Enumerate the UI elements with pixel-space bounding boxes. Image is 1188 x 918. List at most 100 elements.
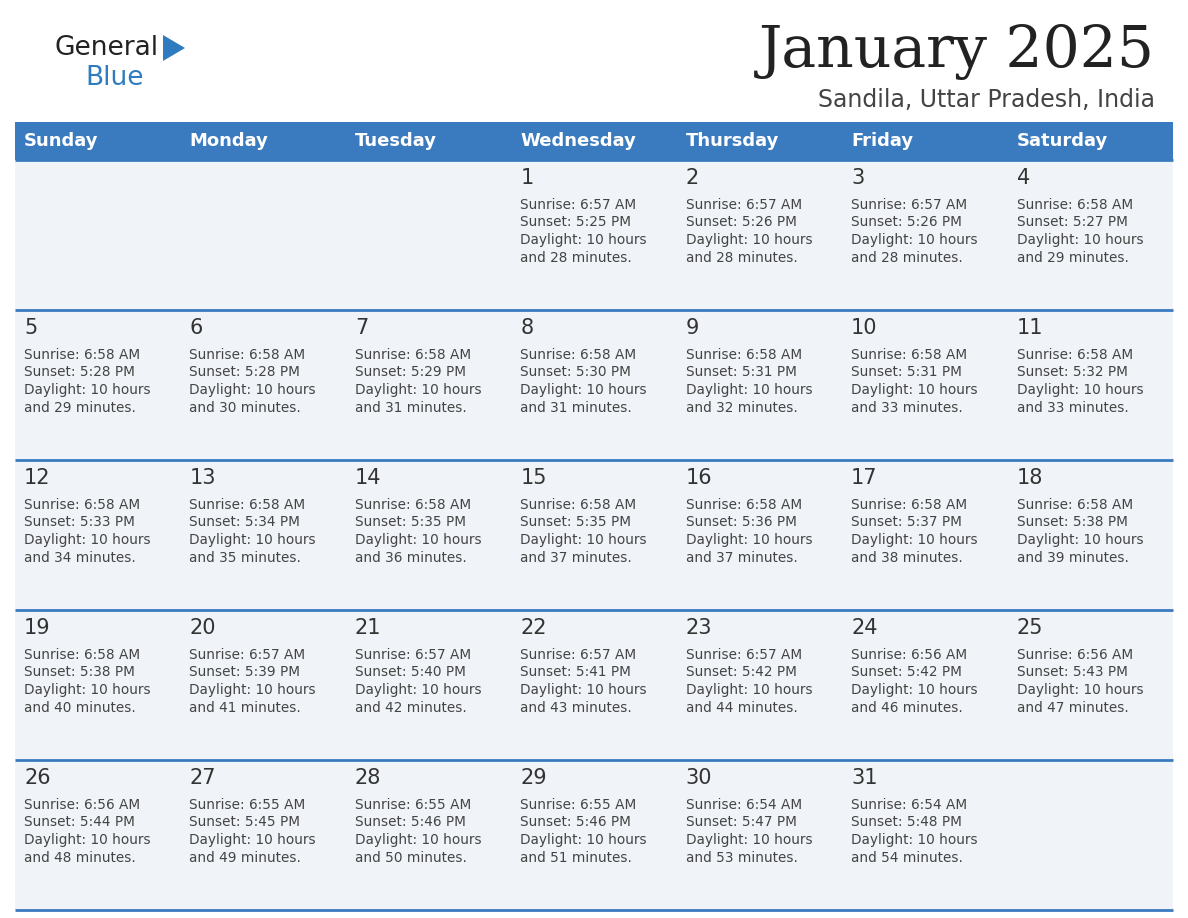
Text: Sunset: 5:34 PM: Sunset: 5:34 PM: [189, 516, 301, 530]
Text: Sunset: 5:44 PM: Sunset: 5:44 PM: [24, 815, 135, 830]
Text: 22: 22: [520, 618, 546, 638]
Text: 11: 11: [1017, 318, 1043, 338]
Text: Sunday: Sunday: [24, 132, 99, 150]
Text: Sunrise: 6:58 AM: Sunrise: 6:58 AM: [24, 648, 140, 662]
Text: Sunset: 5:35 PM: Sunset: 5:35 PM: [520, 516, 631, 530]
Text: and 46 minutes.: and 46 minutes.: [851, 700, 963, 714]
Text: 12: 12: [24, 468, 51, 488]
Text: 14: 14: [355, 468, 381, 488]
Text: 3: 3: [851, 168, 865, 188]
Bar: [677, 122, 842, 160]
Text: Sunrise: 6:57 AM: Sunrise: 6:57 AM: [520, 648, 637, 662]
Text: and 49 minutes.: and 49 minutes.: [189, 850, 302, 865]
Text: Sunrise: 6:57 AM: Sunrise: 6:57 AM: [189, 648, 305, 662]
Text: and 38 minutes.: and 38 minutes.: [851, 551, 963, 565]
Text: Daylight: 10 hours: Daylight: 10 hours: [520, 383, 647, 397]
Text: Sunrise: 6:58 AM: Sunrise: 6:58 AM: [851, 498, 967, 512]
Text: Daylight: 10 hours: Daylight: 10 hours: [520, 833, 647, 847]
Text: and 33 minutes.: and 33 minutes.: [851, 400, 963, 415]
Bar: [181, 122, 346, 160]
Text: Sunrise: 6:57 AM: Sunrise: 6:57 AM: [685, 198, 802, 212]
Text: Sunset: 5:48 PM: Sunset: 5:48 PM: [851, 815, 962, 830]
Text: Sunset: 5:45 PM: Sunset: 5:45 PM: [189, 815, 301, 830]
Text: Sunset: 5:33 PM: Sunset: 5:33 PM: [24, 516, 135, 530]
Text: Daylight: 10 hours: Daylight: 10 hours: [851, 383, 978, 397]
Text: Sunset: 5:42 PM: Sunset: 5:42 PM: [851, 666, 962, 679]
Text: 18: 18: [1017, 468, 1043, 488]
Text: Sunrise: 6:55 AM: Sunrise: 6:55 AM: [355, 798, 472, 812]
Text: and 37 minutes.: and 37 minutes.: [520, 551, 632, 565]
Text: Sunrise: 6:58 AM: Sunrise: 6:58 AM: [189, 498, 305, 512]
Text: 9: 9: [685, 318, 699, 338]
Text: and 33 minutes.: and 33 minutes.: [1017, 400, 1129, 415]
Text: Daylight: 10 hours: Daylight: 10 hours: [520, 233, 647, 247]
Text: 30: 30: [685, 768, 713, 788]
Text: and 28 minutes.: and 28 minutes.: [851, 251, 963, 264]
Text: Sunset: 5:28 PM: Sunset: 5:28 PM: [24, 365, 135, 379]
Text: Sunrise: 6:58 AM: Sunrise: 6:58 AM: [355, 348, 470, 362]
Text: 4: 4: [1017, 168, 1030, 188]
Text: Blue: Blue: [86, 65, 144, 91]
Text: Daylight: 10 hours: Daylight: 10 hours: [189, 383, 316, 397]
Text: Sunrise: 6:57 AM: Sunrise: 6:57 AM: [355, 648, 470, 662]
Text: and 30 minutes.: and 30 minutes.: [189, 400, 302, 415]
Text: Sunset: 5:38 PM: Sunset: 5:38 PM: [1017, 516, 1127, 530]
Text: Sunrise: 6:58 AM: Sunrise: 6:58 AM: [1017, 198, 1132, 212]
Text: 24: 24: [851, 618, 878, 638]
Text: Sunrise: 6:58 AM: Sunrise: 6:58 AM: [851, 348, 967, 362]
Text: and 35 minutes.: and 35 minutes.: [189, 551, 302, 565]
Text: Sunrise: 6:58 AM: Sunrise: 6:58 AM: [520, 348, 637, 362]
Bar: [15, 760, 1173, 910]
Text: and 40 minutes.: and 40 minutes.: [24, 700, 135, 714]
Text: and 29 minutes.: and 29 minutes.: [24, 400, 135, 415]
Text: 29: 29: [520, 768, 546, 788]
Text: 27: 27: [189, 768, 216, 788]
Text: and 28 minutes.: and 28 minutes.: [685, 251, 797, 264]
Text: Sunset: 5:37 PM: Sunset: 5:37 PM: [851, 516, 962, 530]
Text: General: General: [55, 35, 159, 61]
Text: Sunrise: 6:57 AM: Sunrise: 6:57 AM: [851, 198, 967, 212]
Text: Monday: Monday: [189, 132, 268, 150]
Text: Daylight: 10 hours: Daylight: 10 hours: [1017, 533, 1143, 547]
Bar: [15, 310, 1173, 460]
Text: Daylight: 10 hours: Daylight: 10 hours: [851, 533, 978, 547]
Text: Thursday: Thursday: [685, 132, 779, 150]
Text: 8: 8: [520, 318, 533, 338]
Text: Daylight: 10 hours: Daylight: 10 hours: [520, 533, 647, 547]
Text: and 32 minutes.: and 32 minutes.: [685, 400, 797, 415]
Text: Sandila, Uttar Pradesh, India: Sandila, Uttar Pradesh, India: [819, 88, 1155, 112]
Text: Sunrise: 6:58 AM: Sunrise: 6:58 AM: [189, 348, 305, 362]
Text: Sunset: 5:41 PM: Sunset: 5:41 PM: [520, 666, 631, 679]
Text: Daylight: 10 hours: Daylight: 10 hours: [24, 683, 151, 697]
Text: Daylight: 10 hours: Daylight: 10 hours: [355, 533, 481, 547]
Text: Sunset: 5:38 PM: Sunset: 5:38 PM: [24, 666, 135, 679]
Bar: [15, 460, 1173, 610]
Text: Daylight: 10 hours: Daylight: 10 hours: [189, 833, 316, 847]
Text: and 43 minutes.: and 43 minutes.: [520, 700, 632, 714]
Text: Daylight: 10 hours: Daylight: 10 hours: [685, 383, 813, 397]
Text: and 50 minutes.: and 50 minutes.: [355, 850, 467, 865]
Text: and 36 minutes.: and 36 minutes.: [355, 551, 467, 565]
Text: 2: 2: [685, 168, 699, 188]
Text: Wednesday: Wednesday: [520, 132, 636, 150]
Text: Sunrise: 6:57 AM: Sunrise: 6:57 AM: [520, 198, 637, 212]
Text: 17: 17: [851, 468, 878, 488]
Text: and 29 minutes.: and 29 minutes.: [1017, 251, 1129, 264]
Text: Sunset: 5:36 PM: Sunset: 5:36 PM: [685, 516, 797, 530]
Text: Sunset: 5:46 PM: Sunset: 5:46 PM: [355, 815, 466, 830]
Text: and 39 minutes.: and 39 minutes.: [1017, 551, 1129, 565]
Text: and 34 minutes.: and 34 minutes.: [24, 551, 135, 565]
Text: Sunrise: 6:58 AM: Sunrise: 6:58 AM: [685, 498, 802, 512]
Text: Sunset: 5:26 PM: Sunset: 5:26 PM: [685, 216, 797, 230]
Text: Sunrise: 6:58 AM: Sunrise: 6:58 AM: [520, 498, 637, 512]
Text: Sunrise: 6:54 AM: Sunrise: 6:54 AM: [851, 798, 967, 812]
Text: Sunrise: 6:57 AM: Sunrise: 6:57 AM: [685, 648, 802, 662]
Text: and 48 minutes.: and 48 minutes.: [24, 850, 135, 865]
Text: 16: 16: [685, 468, 713, 488]
Text: and 53 minutes.: and 53 minutes.: [685, 850, 797, 865]
Text: Daylight: 10 hours: Daylight: 10 hours: [24, 833, 151, 847]
Polygon shape: [163, 35, 185, 61]
Text: and 44 minutes.: and 44 minutes.: [685, 700, 797, 714]
Text: Sunrise: 6:58 AM: Sunrise: 6:58 AM: [1017, 348, 1132, 362]
Bar: [15, 610, 1173, 760]
